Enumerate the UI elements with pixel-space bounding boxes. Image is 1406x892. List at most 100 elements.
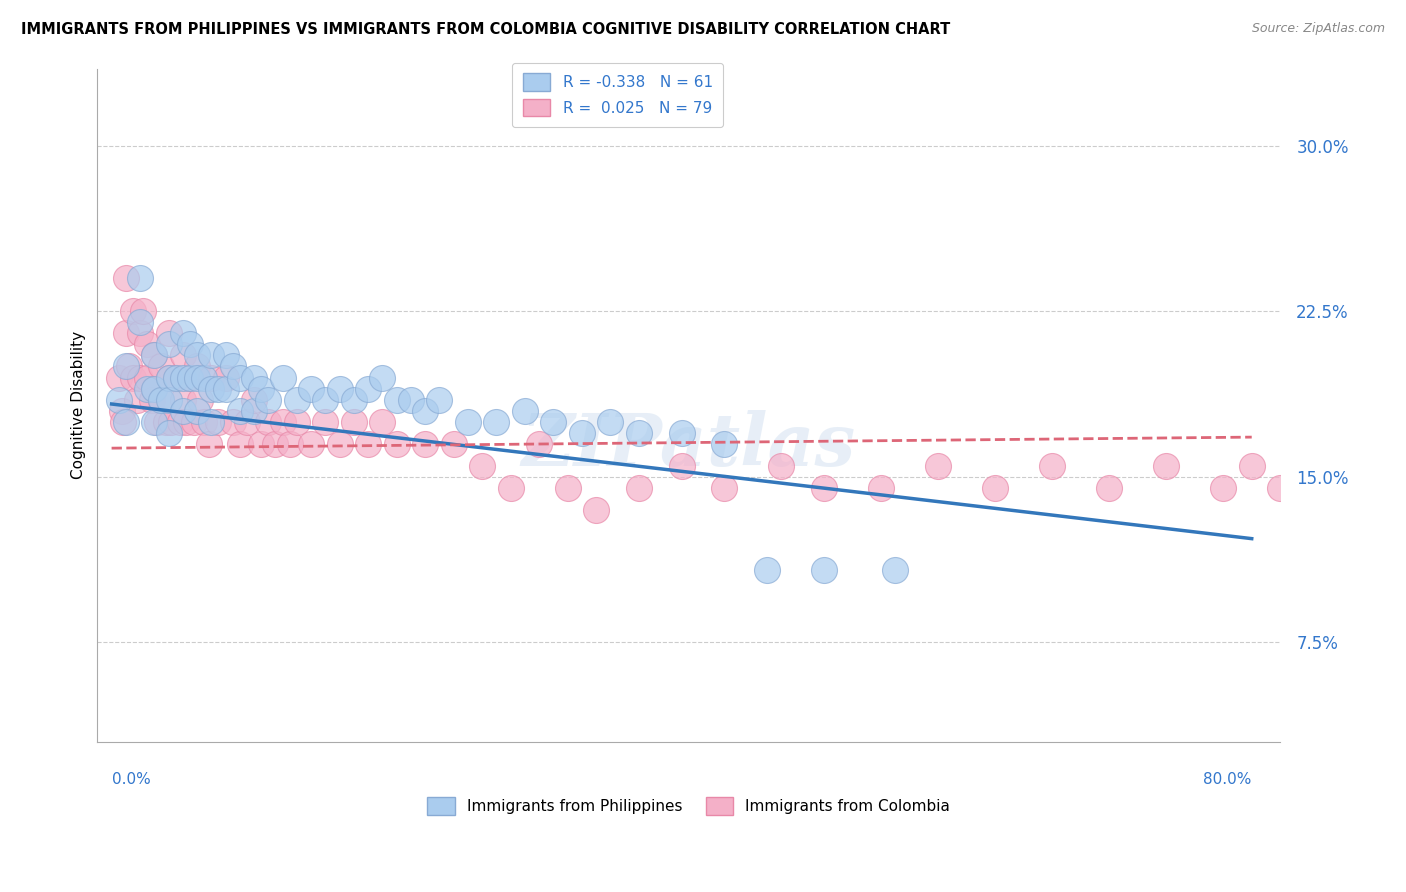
Point [179,370,201,384]
Point [207,382,229,396]
Point [585,503,607,517]
Point [1270,481,1292,495]
Point [443,436,465,450]
Point [129,370,152,384]
Point [186,403,208,417]
Point [229,370,252,384]
Point [271,370,294,384]
Point [186,348,208,362]
Point [107,370,129,384]
Point [429,392,451,407]
Point [599,415,621,429]
Point [129,271,152,285]
Point [314,392,336,407]
Point [229,436,252,450]
Point [870,481,893,495]
Point [927,458,949,473]
Point [169,415,191,429]
Point [229,403,252,417]
Point [157,425,180,440]
Point [543,415,565,429]
Point [671,425,693,440]
Point [299,382,322,396]
Point [172,392,194,407]
Point [200,382,222,396]
Point [129,315,152,329]
Point [399,392,422,407]
Point [357,436,380,450]
Point [179,370,201,384]
Point [243,403,266,417]
Point [1154,458,1177,473]
Point [984,481,1007,495]
Point [257,392,280,407]
Point [150,392,173,407]
Point [671,458,693,473]
Point [118,359,141,374]
Text: 0.0%: 0.0% [111,772,150,788]
Point [250,436,273,450]
Point [143,415,166,429]
Point [627,425,650,440]
Point [713,436,735,450]
Point [371,415,394,429]
Point [1340,481,1362,495]
Point [271,415,294,429]
Point [150,359,173,374]
Point [200,415,222,429]
Point [329,436,352,450]
Point [1212,481,1234,495]
Point [183,415,205,429]
Point [214,382,236,396]
Point [107,392,129,407]
Point [188,392,211,407]
Point [111,415,134,429]
Point [527,436,550,450]
Text: IMMIGRANTS FROM PHILIPPINES VS IMMIGRANTS FROM COLOMBIA COGNITIVE DISABILITY COR: IMMIGRANTS FROM PHILIPPINES VS IMMIGRANT… [21,22,950,37]
Point [157,337,180,351]
Point [813,481,835,495]
Point [357,382,380,396]
Point [174,415,197,429]
Point [457,415,479,429]
Point [155,415,177,429]
Point [143,382,166,396]
Point [179,337,201,351]
Point [172,326,194,341]
Point [285,415,308,429]
Point [1040,458,1063,473]
Point [278,436,301,450]
Point [207,415,229,429]
Point [136,370,159,384]
Text: 80.0%: 80.0% [1204,772,1251,788]
Point [571,425,593,440]
Point [299,436,322,450]
Point [513,403,536,417]
Point [343,392,366,407]
Point [172,370,194,384]
Point [110,403,132,417]
Point [143,348,166,362]
Point [236,415,259,429]
Point [385,436,408,450]
Point [264,436,287,450]
Point [1240,458,1263,473]
Point [485,415,508,429]
Point [243,370,266,384]
Point [122,370,145,384]
Point [214,370,236,384]
Point [157,370,180,384]
Point [150,392,173,407]
Point [197,436,219,450]
Point [127,392,149,407]
Point [627,481,650,495]
Point [1098,481,1121,495]
Legend: Immigrants from Philippines, Immigrants from Colombia: Immigrants from Philippines, Immigrants … [420,789,957,822]
Point [115,271,138,285]
Point [499,481,522,495]
Point [813,563,835,577]
Point [186,370,208,384]
Text: ZIPatlas: ZIPatlas [522,410,856,481]
Point [413,403,436,417]
Point [122,304,145,318]
